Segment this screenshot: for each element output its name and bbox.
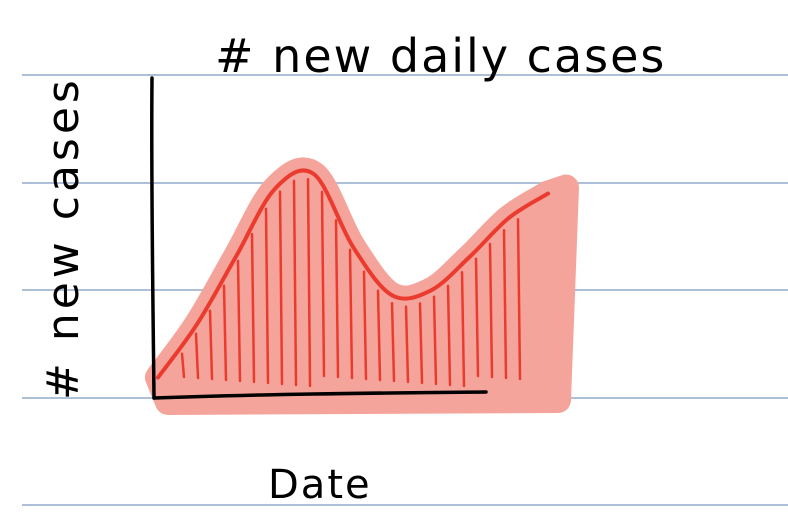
- hatch-stroke: [320, 190, 326, 378]
- hatch-stroke: [306, 177, 312, 388]
- hatch-stroke: [474, 257, 480, 378]
- x-axis-label: Date: [268, 462, 372, 508]
- chart-title: # new daily cases: [215, 29, 666, 83]
- hatch-stroke: [180, 352, 186, 379]
- hatch-stroke: [488, 242, 494, 379]
- series-line: [156, 168, 550, 380]
- hatch-stroke: [446, 284, 452, 387]
- hatch-stroke: [362, 270, 368, 381]
- hatch-layer: [180, 177, 522, 388]
- x-axis: [152, 390, 488, 400]
- y-axis: [149, 76, 156, 400]
- hatch-stroke: [376, 289, 382, 382]
- hatch-stroke: [194, 332, 200, 380]
- hatch-stroke: [222, 284, 228, 382]
- hatch-stroke: [334, 218, 340, 379]
- hatch-stroke: [418, 302, 424, 385]
- series-line-layer: [156, 168, 550, 380]
- hatch-stroke: [460, 270, 466, 388]
- hatch-stroke: [292, 179, 298, 387]
- hatch-stroke: [348, 248, 354, 380]
- hatch-stroke: [278, 190, 284, 386]
- hatch-stroke: [502, 228, 508, 380]
- hatch-stroke: [390, 301, 396, 383]
- hatch-stroke: [208, 309, 214, 381]
- hatch-stroke: [432, 295, 438, 386]
- hatch-stroke: [250, 232, 256, 384]
- hatch-stroke: [516, 217, 522, 381]
- hatch-stroke: [236, 259, 242, 383]
- y-axis-label: # new cases: [38, 76, 89, 400]
- hatch-stroke: [404, 305, 410, 384]
- hatch-stroke: [264, 207, 270, 385]
